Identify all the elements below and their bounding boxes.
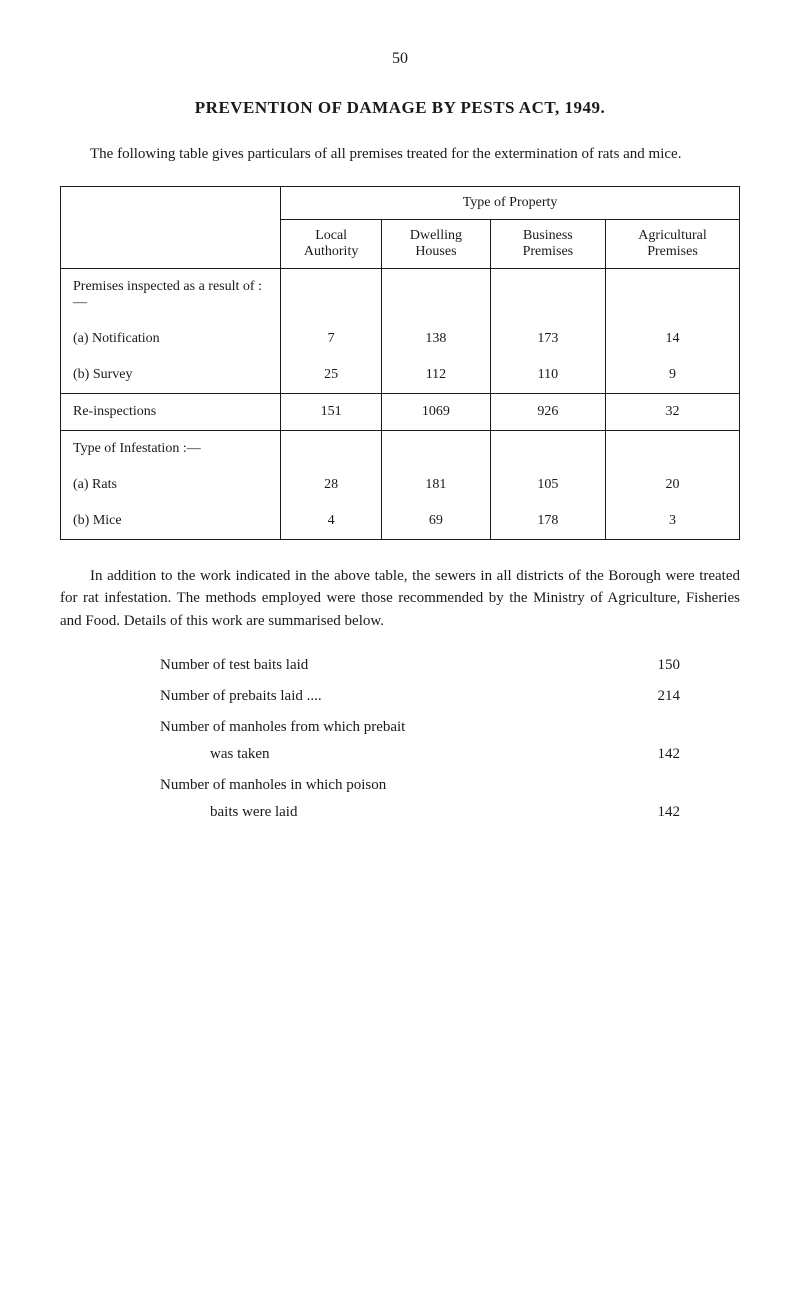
page-number: 50 [60,50,740,68]
table-cell: 112 [382,357,491,394]
row-label: Re-inspections [61,393,281,430]
section-header: Type of Infestation :— [61,430,281,467]
stat-value: 142 [620,799,680,826]
empty-cell [382,268,491,321]
table-cell: 1069 [382,393,491,430]
table-cell: 110 [490,357,605,394]
stat-label: Number of prebaits laid .... [160,683,620,710]
table-cell: 7 [281,321,382,357]
stats-list: Number of test baits laid150Number of pr… [160,652,680,826]
empty-cell [606,268,740,321]
table-cell: 32 [606,393,740,430]
table-cell: 20 [606,467,740,503]
table-cell: 181 [382,467,491,503]
table-cell: 926 [490,393,605,430]
table-cell: 25 [281,357,382,394]
stat-label-line1: Number of manholes in which poison [160,772,680,799]
row-label: (b) Survey [61,357,281,394]
stat-value: 150 [620,652,680,679]
stat-row: Number of manholes in which poisonbaits … [160,772,680,826]
empty-cell [281,430,382,467]
stat-row: Number of test baits laid150 [160,652,680,679]
row-label: (a) Rats [61,467,281,503]
empty-cell [606,430,740,467]
empty-cell [490,268,605,321]
table-main-header: Type of Property [281,186,740,219]
col-header-local: Local Authority [281,219,382,268]
table-cell: 151 [281,393,382,430]
intro-paragraph: The following table gives particulars of… [60,143,740,166]
table-cell: 4 [281,503,382,540]
table-body: Premises inspected as a result of :—(a) … [61,268,740,539]
empty-cell [490,430,605,467]
empty-cell [281,268,382,321]
stat-value: 142 [620,741,680,768]
table-cell: 14 [606,321,740,357]
table-cell: 9 [606,357,740,394]
section-header: Premises inspected as a result of :— [61,268,281,321]
body-paragraph: In addition to the work indicated in the… [60,565,740,633]
row-label: (b) Mice [61,503,281,540]
col-header-agricultural: Agricultural Premises [606,219,740,268]
table-cell: 69 [382,503,491,540]
stat-row: Number of manholes from which prebaitwas… [160,714,680,768]
table-cell: 178 [490,503,605,540]
table-cell: 3 [606,503,740,540]
col-header-business: Business Premises [490,219,605,268]
row-label: (a) Notification [61,321,281,357]
stat-label: Number of test baits laid [160,652,620,679]
document-title: PREVENTION OF DAMAGE BY PESTS ACT, 1949. [60,98,740,118]
table-cell: 173 [490,321,605,357]
stat-value: 214 [620,683,680,710]
empty-cell [382,430,491,467]
stat-label-line2: was taken [210,741,270,768]
table-cell: 105 [490,467,605,503]
stat-row: Number of prebaits laid ....214 [160,683,680,710]
stat-label-line2: baits were laid [210,799,297,826]
table-corner-cell [61,186,281,268]
property-table: Type of Property Local Authority Dwellin… [60,186,740,540]
stat-label-line1: Number of manholes from which prebait [160,714,680,741]
col-header-dwelling: Dwelling Houses [382,219,491,268]
table-cell: 138 [382,321,491,357]
table-cell: 28 [281,467,382,503]
